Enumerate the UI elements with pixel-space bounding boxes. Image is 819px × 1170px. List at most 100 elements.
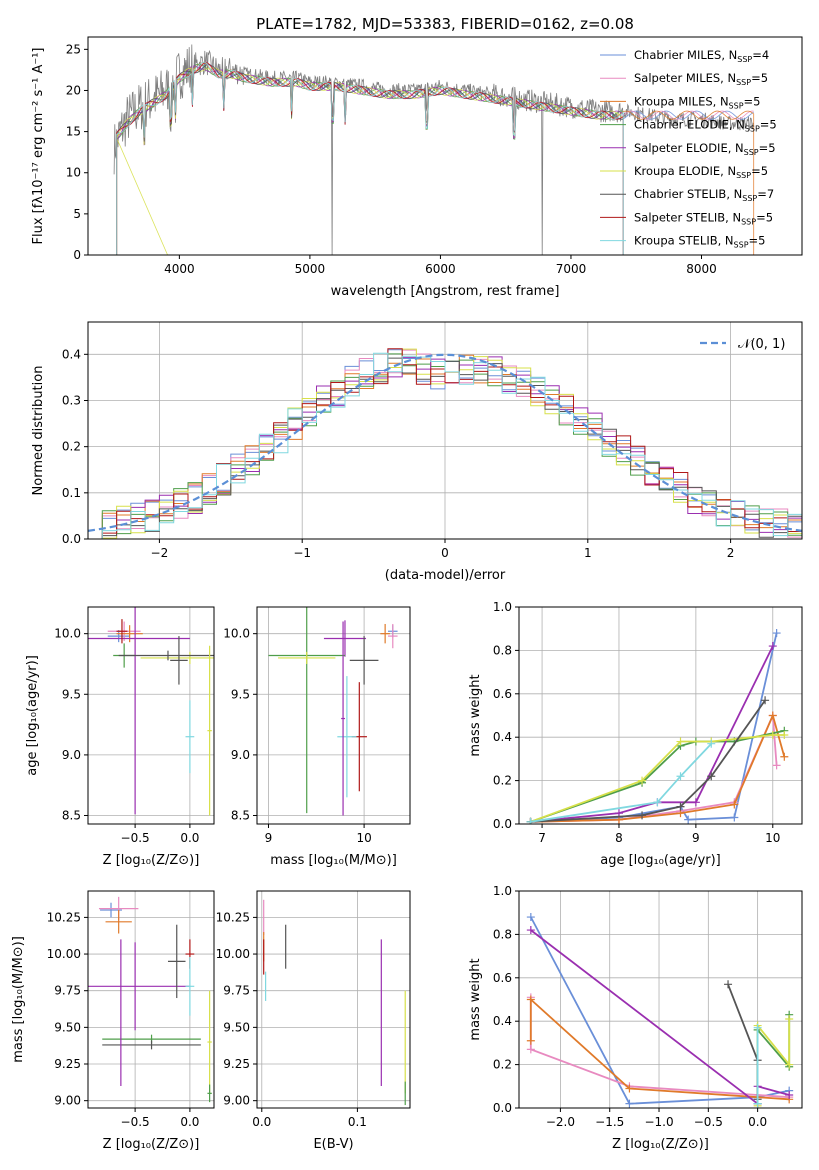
y-tick-label: 9.0 [62,748,81,762]
x-tick-label: 5000 [295,262,326,276]
legend-gauss-label: 𝒩(0, 1) [738,337,785,352]
gaussian-curve [88,353,802,532]
legend-label: Chabrier MILES, NSSP=4 [634,48,769,64]
panel-spectrum: 4000 5000 6000 7000 8000 0 5 10 15 20 25 wavelength… [31,36,803,299]
y-tick-label: 0.4 [62,347,81,361]
axes-frame [87,890,215,1109]
y-tick-label: 1.0 [493,884,512,898]
x-tick-label: 0.0 [748,1115,767,1129]
x-tick-label: 8000 [686,262,717,276]
x-tick-label: 10 [356,831,371,845]
weight-point [785,1090,794,1099]
y-tick-label: 9.50 [223,1020,250,1034]
y-tick-label: 9.50 [54,1020,81,1034]
weight-point [526,926,535,935]
weight-point [676,737,685,746]
legend-label: Kroupa STELIB, NSSP=5 [634,234,765,250]
x-axis-label: Z [log₁₀(Z/Z⊙)] [103,853,200,868]
histogram-step [101,352,802,539]
weight-point [772,761,781,770]
weight-point [768,711,777,720]
y-tick-label: 10.25 [47,910,81,924]
weight-point [707,739,716,748]
x-tick-label: −1 [293,546,311,560]
legend-label: Salpeter MILES, NSSP=5 [634,71,768,87]
weight-point [785,1015,794,1024]
x-axis-label: Z [log₁₀(Z/Z⊙)] [612,1137,709,1152]
plot-area [263,899,406,1106]
x-axis-label: mass [log₁₀(M/M⊙)] [270,853,397,868]
x-tick-label: −0.5 [121,1115,150,1129]
x-tick-label: 2 [727,546,735,560]
y-tick-label: 9.25 [223,1057,250,1071]
y-tick-label: 9.0 [231,748,250,762]
y-axis-label: mass [log₁₀(M/M⊙)] [11,936,26,1063]
y-tick-label: 0.2 [493,1058,512,1072]
legend-label: Kroupa MILES, NSSP=5 [634,94,760,110]
weight-point [768,731,777,740]
x-tick-label: 7 [538,831,546,845]
weight-point [785,1060,794,1069]
weight-point [676,772,685,781]
y-tick-label: 9.5 [231,687,250,701]
x-tick-label: 7000 [556,262,587,276]
page-title: PLATE=1782, MJD=53383, FIBERID=0162, z=0… [256,15,634,33]
weight-point [684,815,693,824]
axes-frame [518,606,803,825]
plot-area [113,44,755,255]
weight-point [526,1045,535,1054]
panel-age-vs-Z: −0.5 0.0 8.5 9.0 9.5 10.0 Z [log₁₀(Z/Z⊙)] age [… [25,606,215,868]
legend-label: Salpeter STELIB, NSSP=5 [634,210,773,226]
y-tick-label: 8.5 [231,809,250,823]
x-tick-label: 0.0 [180,831,199,845]
x-tick-label: 6000 [425,262,456,276]
model-spectrum-line [116,61,624,255]
weight-point [526,913,535,922]
y-tick-label: 0.0 [62,532,81,546]
x-axis-label: Z [log₁₀(Z/Z⊙)] [103,1137,200,1152]
weight-point [625,1084,634,1093]
x-tick-label: 9 [265,831,273,845]
weight-point [691,798,700,807]
y-tick-label: 0.2 [62,440,81,454]
plot-area [526,913,794,1108]
panel-mass-vs-Z: −0.5 0.0 9.00 9.25 9.50 9.75 10.00 10.25 Z [log₁… [11,890,215,1152]
weight-line [530,916,790,1105]
x-axis-label: wavelength [Angstrom, rest frame] [331,284,560,299]
axes-frame [87,606,215,825]
x-axis-label: age [log₁₀(age/yr)] [600,853,721,868]
y-tick-label: 15 [66,125,81,139]
weight-point [625,1099,634,1108]
y-tick-label: 8.5 [62,809,81,823]
y-tick-label: 0.0 [493,1101,512,1115]
axes-frame [256,890,411,1109]
y-tick-label: 10.0 [223,627,250,641]
y-tick-label: 0.2 [493,774,512,788]
x-tick-label: 9 [692,831,700,845]
x-tick-label: 0.1 [348,1115,367,1129]
y-tick-label: 0.6 [493,971,512,985]
model-spectrum-line [116,64,624,255]
y-tick-label: 10.00 [47,947,81,961]
y-tick-label: 10.00 [216,947,250,961]
y-tick-label: 0.1 [62,486,81,500]
x-tick-label: 8 [615,831,623,845]
model-spectrum-line [116,61,624,255]
weight-point [768,642,777,651]
weight-point [724,980,733,989]
legend-label: Kroupa ELODIE, NSSP=5 [634,164,768,180]
y-tick-label: 0.6 [493,687,512,701]
y-axis-label: Normed distribution [31,366,46,496]
weight-point [761,696,770,705]
y-tick-label: 20 [66,83,81,97]
y-axis-label: mass weight [468,958,483,1040]
y-tick-label: 1.0 [493,600,512,614]
plot-area [88,607,214,816]
x-tick-label: 0 [441,546,449,560]
plot-area [88,348,802,539]
x-tick-label: −2 [151,546,169,560]
x-tick-label: 1 [584,546,592,560]
y-tick-label: 0.0 [493,817,512,831]
x-tick-label: 0.0 [180,1115,199,1129]
